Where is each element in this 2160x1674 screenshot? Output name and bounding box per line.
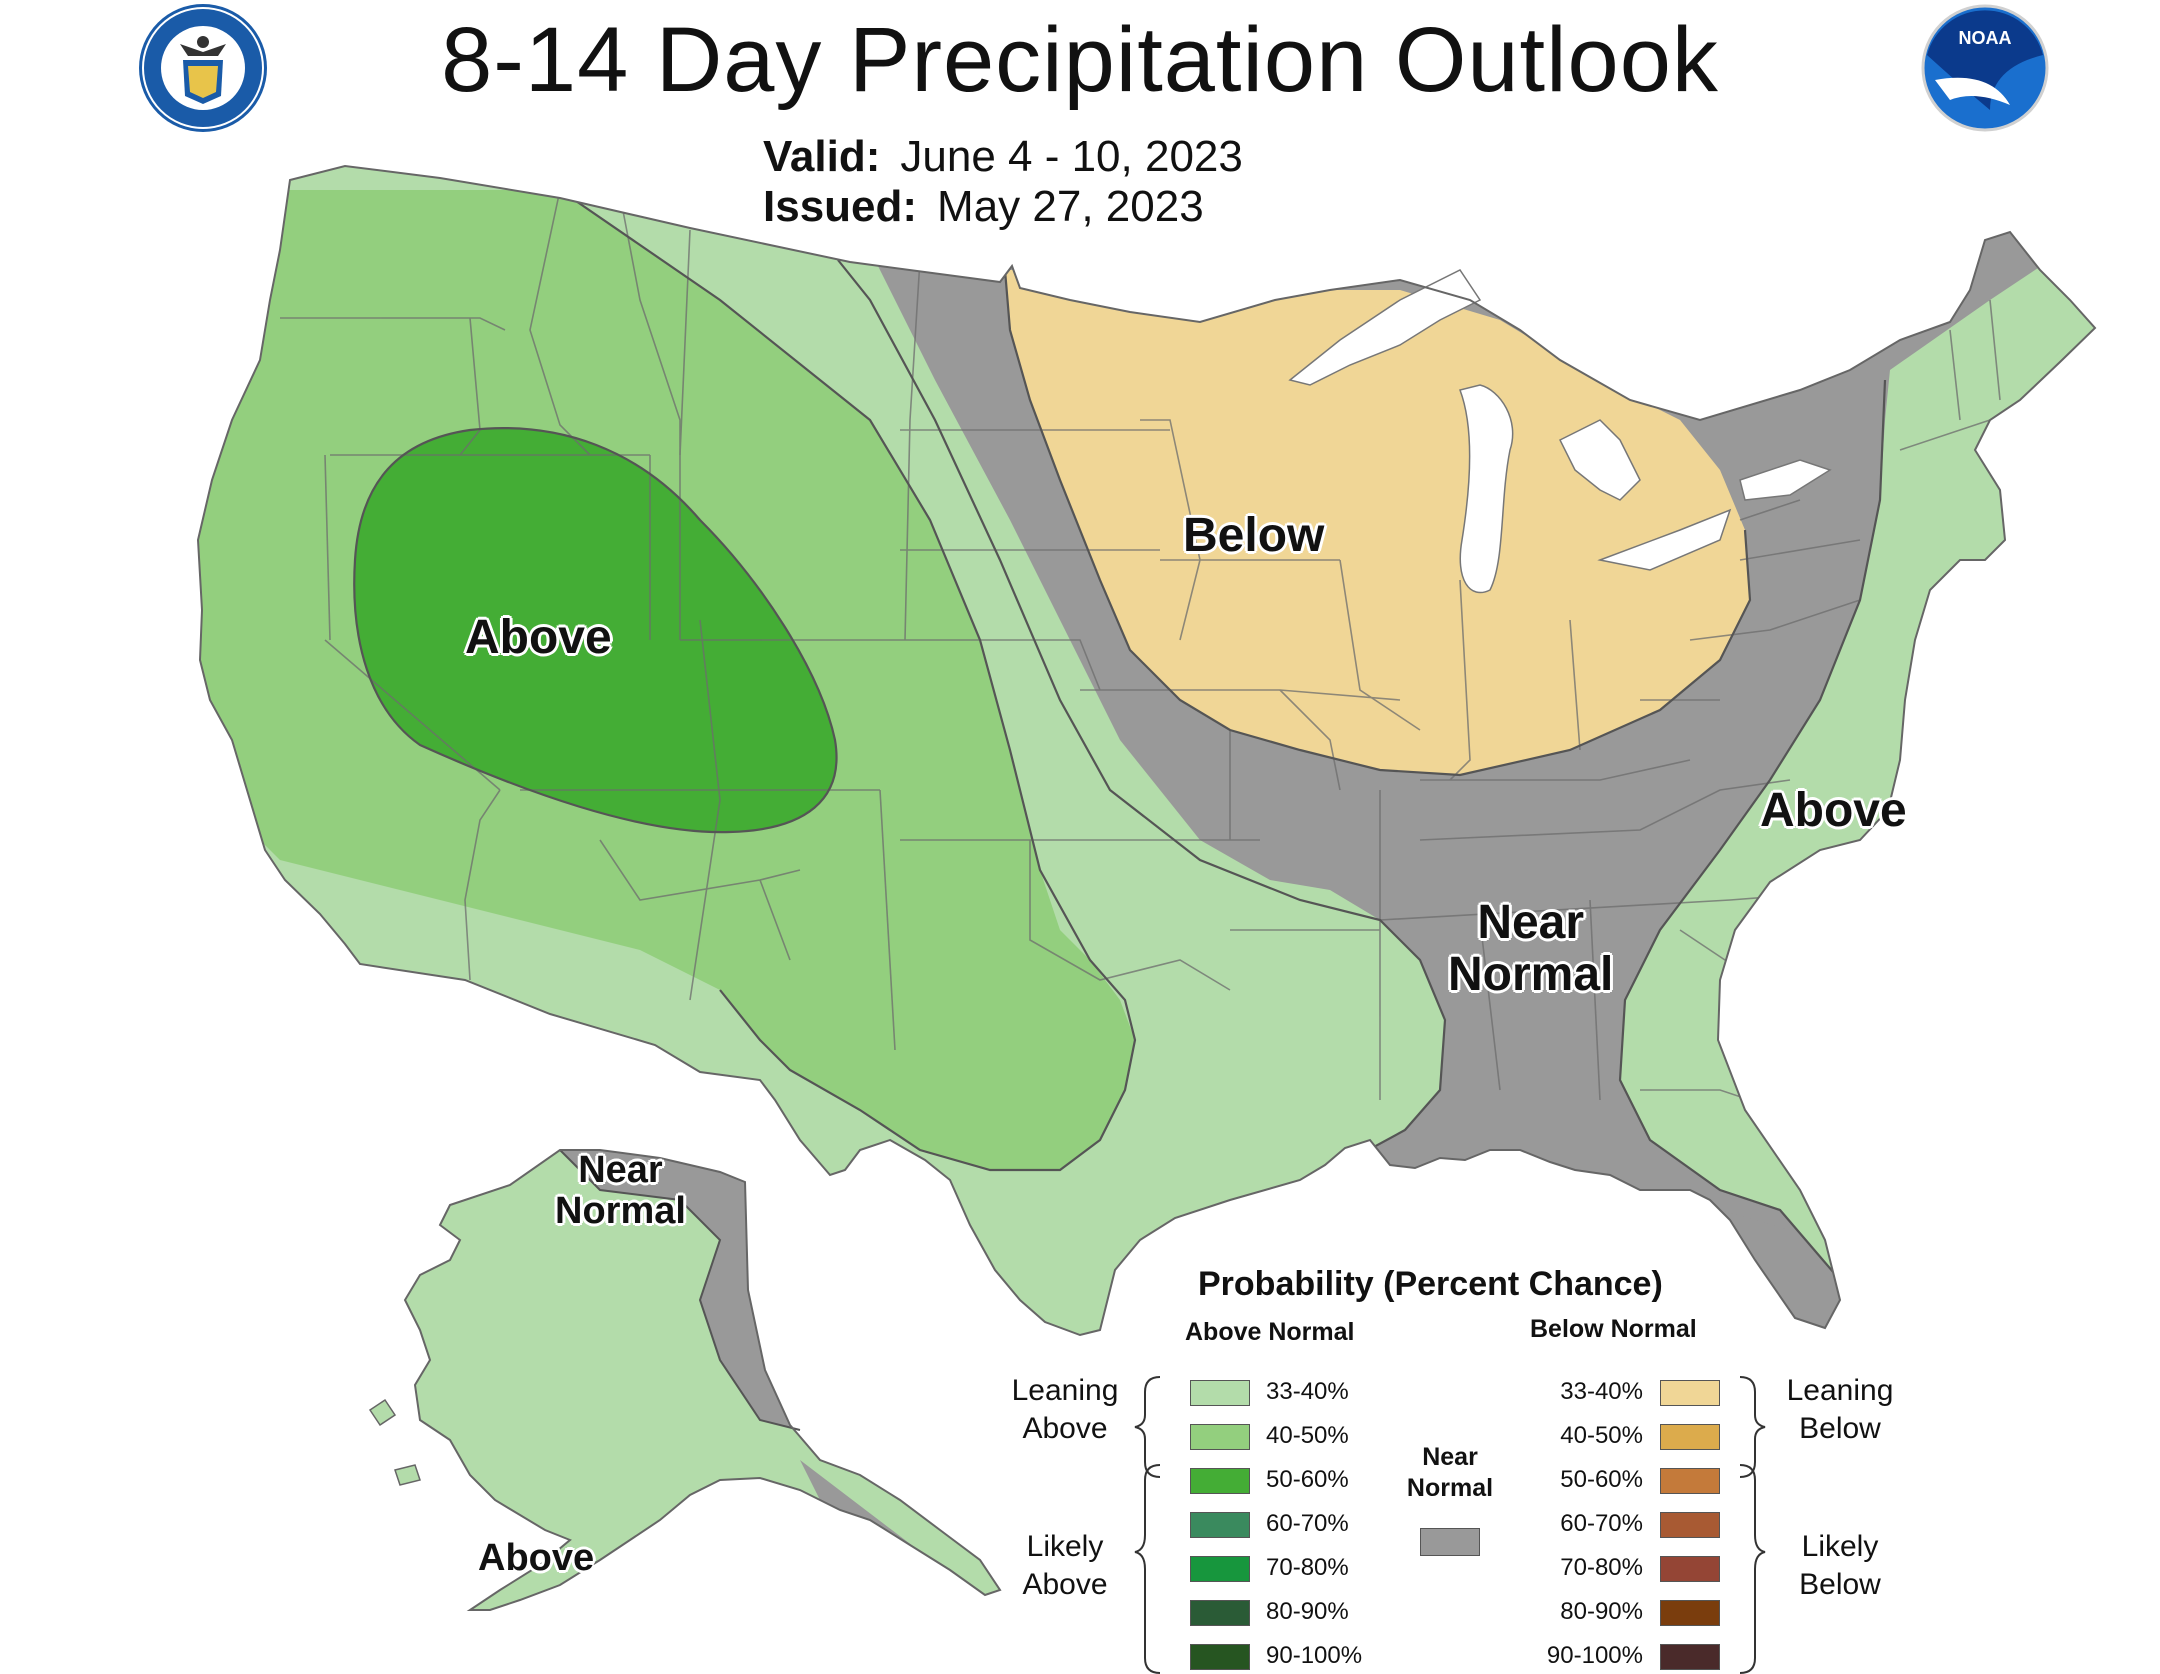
legend-above-swatch	[1190, 1468, 1250, 1494]
label-ak-above: Above	[478, 1537, 595, 1579]
legend-above-swatch	[1190, 1424, 1250, 1450]
noaa-logo-icon: NOAA	[1921, 4, 2049, 132]
legend-below-label: 80-90%	[1560, 1598, 1643, 1625]
legend-leaning-above-line2: Above	[1022, 1411, 1108, 1445]
legend-below-label: 50-60%	[1560, 1466, 1643, 1493]
legend-near-normal-line2: Normal	[1406, 1474, 1494, 1503]
label-near-normal: Near Normal	[1448, 897, 1613, 1001]
legend-near-normal: Near Normal	[1395, 1442, 1505, 1505]
legend-above-label: 50-60%	[1266, 1466, 1349, 1493]
legend-likely-below-line1: Likely	[1801, 1530, 1879, 1563]
legend-above-label: 90-100%	[1266, 1642, 1363, 1669]
great-lakes	[1288, 269, 1832, 594]
legend-above-label: 33-40%	[1266, 1378, 1349, 1405]
near-normal-florida	[1720, 1210, 1850, 1335]
legend-leaning-below: Leaning Below	[1770, 1372, 1910, 1447]
legend-above-label: 60-70%	[1266, 1510, 1349, 1537]
legend-likely-below: Likely Below	[1770, 1528, 1910, 1603]
valid-label: Valid:	[763, 132, 881, 181]
issued-value: May 27, 2023	[937, 182, 1204, 231]
legend-above-label: 70-80%	[1266, 1554, 1349, 1581]
legend-leaning-below-line2: Below	[1799, 1411, 1881, 1445]
legend-above-swatch	[1190, 1556, 1250, 1582]
legend-braces	[1134, 1376, 1766, 1674]
legend-below-swatch	[1660, 1556, 1720, 1582]
legend-title: Probability (Percent Chance)	[1198, 1265, 1663, 1303]
alaska	[368, 1149, 1002, 1611]
legend-above-header: Above Normal	[1185, 1318, 1355, 1346]
label-above-west: Above	[465, 611, 612, 664]
legend-near-normal-swatch	[1420, 1528, 1480, 1556]
legend-below-header: Below Normal	[1530, 1315, 1697, 1343]
legend-above-label: 80-90%	[1266, 1598, 1349, 1625]
svg-text:NOAA: NOAA	[1959, 28, 2012, 48]
legend-below-swatch	[1660, 1512, 1720, 1538]
below-33-40-midwest	[1005, 270, 1750, 775]
label-near-normal-line2: Normal	[1448, 947, 1614, 1001]
legend-likely-below-line2: Below	[1799, 1567, 1881, 1601]
label-below-midwest: Below	[1183, 509, 1325, 562]
legend-below-swatch	[1660, 1468, 1720, 1494]
legend-leaning-below-line1: Leaning	[1786, 1374, 1894, 1407]
legend-above-swatch	[1190, 1600, 1250, 1626]
valid-dates: Valid: June 4 - 10, 2023	[763, 132, 1243, 182]
label-ak-near-line1: Near	[578, 1149, 663, 1191]
commerce-seal-icon	[139, 4, 267, 132]
label-ak-near-line2: Normal	[555, 1190, 686, 1233]
legend-below-swatch	[1660, 1600, 1720, 1626]
legend-below-label: 33-40%	[1560, 1378, 1643, 1405]
legend-below-swatch	[1660, 1380, 1720, 1406]
above-50-60-west	[354, 428, 837, 833]
label-ak-near-normal: Near Normal	[555, 1149, 686, 1233]
legend-near-normal-line1: Near	[1422, 1443, 1478, 1471]
legend-below-label: 40-50%	[1560, 1422, 1643, 1449]
legend-leaning-above-line1: Leaning	[1011, 1374, 1119, 1407]
label-near-normal-line1: Near	[1477, 896, 1585, 949]
probability-contours	[353, 189, 1887, 1281]
label-above-east: Above	[1760, 784, 1907, 837]
issued-label: Issued:	[763, 182, 918, 231]
legend-above-swatch	[1190, 1512, 1250, 1538]
legend-above-swatch	[1190, 1644, 1250, 1670]
legend-below-swatch	[1660, 1644, 1720, 1670]
legend-leaning-above: Leaning Above	[1000, 1372, 1130, 1447]
legend-likely-above-line1: Likely	[1026, 1530, 1104, 1563]
legend-below-swatch	[1660, 1424, 1720, 1450]
legend-below-label: 70-80%	[1560, 1554, 1643, 1581]
page-title: 8-14 Day Precipitation Outlook	[441, 9, 1719, 111]
legend-above-label: 40-50%	[1266, 1422, 1349, 1449]
legend-likely-above-line2: Above	[1022, 1567, 1108, 1601]
legend-below-label: 60-70%	[1560, 1510, 1643, 1537]
valid-value: June 4 - 10, 2023	[900, 132, 1243, 181]
legend-below-label: 90-100%	[1546, 1642, 1643, 1669]
legend-likely-above: Likely Above	[1000, 1528, 1130, 1603]
legend-above-swatch	[1190, 1380, 1250, 1406]
issued-date: Issued: May 27, 2023	[763, 182, 1204, 232]
